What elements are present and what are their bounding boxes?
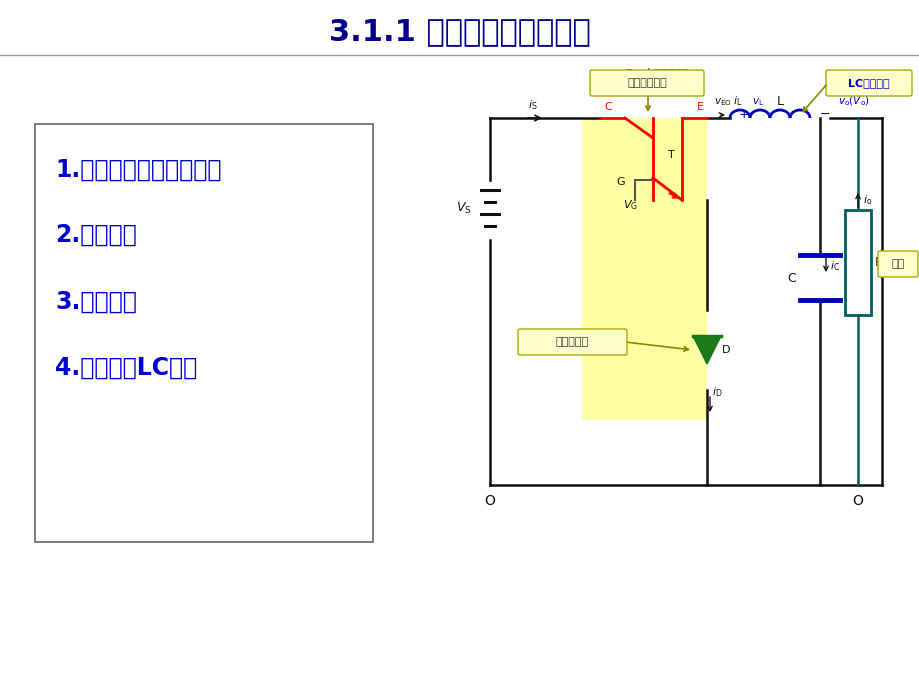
- Text: C: C: [787, 271, 795, 284]
- Text: 全控型开关管: 全控型开关管: [627, 78, 666, 88]
- Text: R: R: [874, 255, 883, 268]
- Text: D: D: [721, 345, 730, 355]
- FancyBboxPatch shape: [877, 251, 917, 277]
- Text: $v_{\rm o}(V_{\rm o})$: $v_{\rm o}(V_{\rm o})$: [837, 95, 869, 108]
- Text: $v_{\rm L}$: $v_{\rm L}$: [751, 96, 764, 108]
- FancyBboxPatch shape: [517, 329, 627, 355]
- Text: 2.降压原理: 2.降压原理: [55, 223, 137, 247]
- Text: $i_{\rm o}$: $i_{\rm o}$: [862, 193, 871, 207]
- Text: LC输出滤波: LC输出滤波: [847, 78, 889, 88]
- Text: $i_{\rm C}$: $i_{\rm C}$: [829, 259, 839, 273]
- Bar: [844, 210, 870, 315]
- Text: −: −: [819, 108, 829, 121]
- Text: 3.1.1 电路结构和降压原理: 3.1.1 电路结构和降压原理: [329, 17, 590, 46]
- FancyBboxPatch shape: [825, 70, 911, 96]
- Text: L: L: [776, 95, 783, 108]
- Text: 4.输出电压LC滤波: 4.输出电压LC滤波: [55, 356, 197, 380]
- Text: E: E: [696, 102, 703, 112]
- Text: G: G: [616, 177, 624, 187]
- Text: O: O: [484, 494, 495, 508]
- Text: 负载: 负载: [891, 259, 903, 269]
- Text: $i_{\rm L}$: $i_{\rm L}$: [732, 95, 742, 108]
- Text: 续流二极管: 续流二极管: [555, 337, 588, 347]
- Text: $V_{\rm S}$: $V_{\rm S}$: [456, 201, 471, 215]
- Text: +: +: [738, 108, 748, 121]
- Text: $v_{\rm EO}$: $v_{\rm EO}$: [713, 96, 732, 108]
- Bar: [35, 124, 372, 542]
- FancyBboxPatch shape: [589, 70, 703, 96]
- Text: $i_{\rm S}$: $i_{\rm S}$: [528, 98, 538, 112]
- Text: Buck变换器电路: Buck变换器电路: [626, 68, 689, 81]
- Bar: [582, 118, 706, 420]
- Text: $i_{\rm D}$: $i_{\rm D}$: [711, 385, 721, 399]
- Text: O: O: [852, 494, 863, 508]
- Text: 1.理想的电力电子变换器: 1.理想的电力电子变换器: [55, 158, 221, 182]
- Text: 3.控制方式: 3.控制方式: [55, 290, 137, 314]
- Text: C: C: [604, 102, 611, 112]
- Text: T: T: [667, 150, 674, 160]
- Polygon shape: [692, 336, 720, 364]
- Text: $V_{\rm G}$: $V_{\rm G}$: [622, 198, 637, 212]
